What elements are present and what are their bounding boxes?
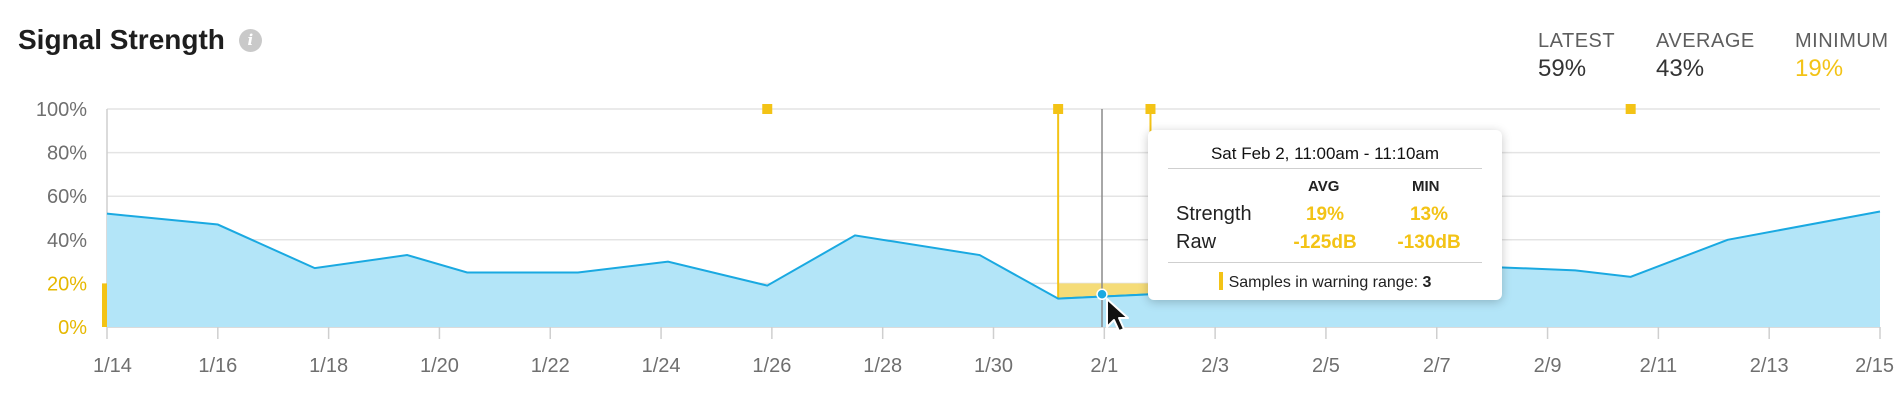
y-tick-label: 0%: [58, 317, 87, 339]
threshold-bar: [102, 283, 107, 327]
x-tick-label: 1/20: [420, 355, 459, 377]
stat-latest-value: 59%: [1538, 55, 1587, 82]
x-tick-label: 2/15: [1855, 355, 1894, 377]
tooltip-divider-bottom: [1168, 262, 1482, 263]
stat-latest: LATEST 59%: [1538, 30, 1615, 83]
tooltip-footer-label: Samples in warning range:: [1228, 274, 1419, 291]
x-tick-label: 2/13: [1750, 355, 1789, 377]
warning-marker: [1625, 104, 1636, 114]
hover-tooltip: Sat Feb 2, 11:00am - 11:10am AVG MIN Str…: [1148, 130, 1502, 300]
stat-latest-label: LATEST: [1538, 30, 1616, 52]
warning-marker: [1145, 104, 1156, 114]
x-tick-label: 2/1: [1090, 355, 1118, 377]
info-icon[interactable]: i: [238, 28, 262, 52]
signal-area: [106, 210, 1881, 327]
tooltip-col-avg: AVG: [1308, 178, 1340, 195]
y-tick-label: 100%: [36, 99, 87, 121]
stat-minimum-value: 19%: [1795, 55, 1844, 82]
tooltip-row-strength-label: Strength: [1176, 203, 1252, 225]
tooltip-footer: Samples in warning range: 3: [1148, 272, 1502, 292]
signal-area-fill: [107, 211, 1880, 327]
y-axis: 0% 20% 40% 60% 80% 100%: [36, 99, 87, 339]
stat-minimum: MINIMUM 19%: [1795, 30, 1888, 83]
x-tick-label: 2/9: [1534, 355, 1562, 377]
stat-average-value: 43%: [1656, 55, 1705, 82]
hover-point: [1096, 288, 1108, 301]
warning-legend-mark: [1218, 272, 1223, 290]
chart-header: Signal Strength i: [18, 24, 262, 56]
y-tick-label: 80%: [47, 143, 87, 165]
warning-marker: [762, 104, 773, 114]
y-tick-label: 60%: [47, 186, 87, 208]
x-tick-label: 1/16: [198, 355, 237, 377]
tooltip-col-min: MIN: [1412, 178, 1440, 195]
signal-line: [106, 210, 1881, 300]
y-tick-label: 20%: [47, 273, 87, 295]
x-tick-label: 2/7: [1423, 355, 1451, 377]
tooltip-strength-avg: 19%: [1305, 204, 1345, 225]
tooltip-divider: [1168, 168, 1482, 169]
tooltip-footer-value: 3: [1422, 274, 1432, 291]
x-tick-label: 1/18: [309, 355, 348, 377]
x-tick-label: 2/5: [1312, 355, 1340, 377]
x-tick-label: 1/28: [863, 355, 902, 377]
x-tick-label: 1/14: [93, 355, 132, 377]
hover-indicator: [1096, 109, 1108, 327]
x-tick-label: 1/24: [642, 355, 681, 377]
tooltip-strength-min: 13%: [1409, 204, 1449, 225]
x-tick-label: 1/30: [974, 355, 1013, 377]
stat-average-label: AVERAGE: [1656, 30, 1755, 52]
x-tick-label: 1/26: [752, 355, 791, 377]
x-tick-label: 2/11: [1640, 355, 1677, 377]
chart-title: Signal Strength: [18, 24, 225, 55]
tooltip-raw-min: -130dB: [1397, 232, 1461, 253]
x-axis: 1/14 1/16 1/18 1/20 1/22 1/24 1/26 1/28 1/30 2/1 2…: [93, 355, 1894, 377]
warning-markers: [762, 104, 1636, 114]
stat-minimum-label: MINIMUM: [1795, 30, 1889, 52]
x-tick-label: 2/3: [1201, 355, 1229, 377]
mouse-cursor-icon: [1106, 298, 1129, 332]
tooltip-title: Sat Feb 2, 11:00am - 11:10am: [1210, 144, 1440, 163]
y-tick-label: 40%: [47, 230, 87, 252]
warning-marker: [1053, 104, 1064, 114]
x-tick-label: 1/22: [531, 355, 570, 377]
stat-average: AVERAGE 43%: [1656, 30, 1755, 83]
tooltip-raw-avg: -125dB: [1293, 232, 1357, 253]
tooltip-row-raw-label: Raw: [1176, 231, 1217, 253]
